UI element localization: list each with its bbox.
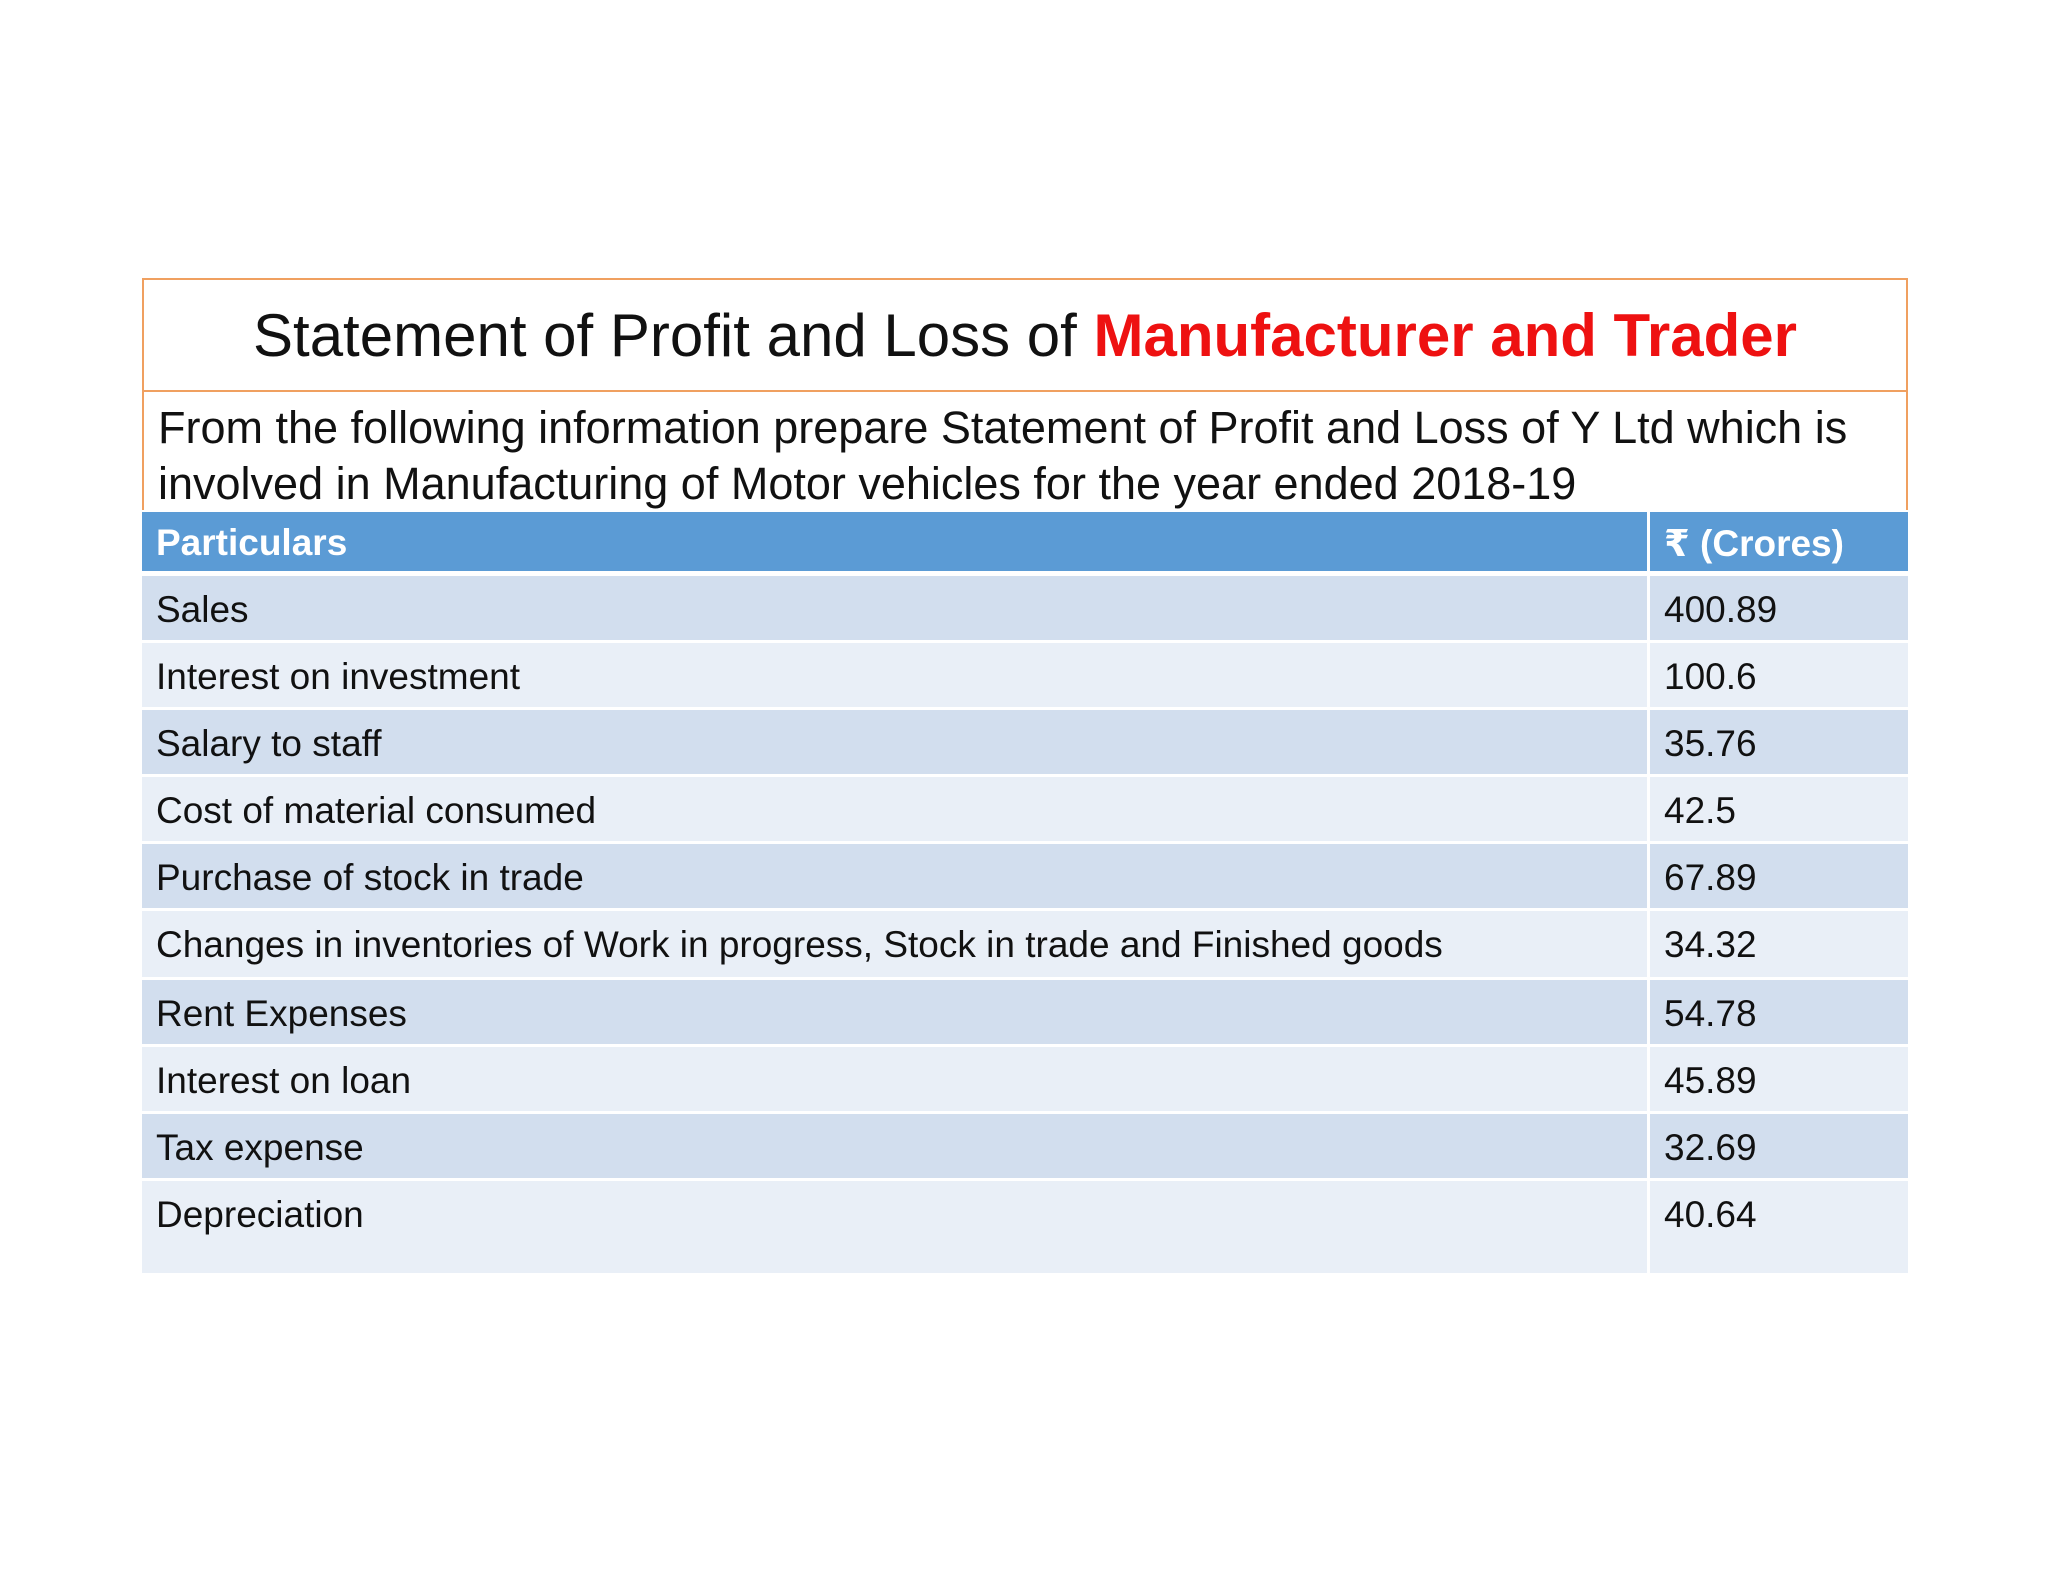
- row-amount: 45.89: [1664, 1060, 1757, 1101]
- table-row: Changes in inventories of Work in progre…: [142, 911, 1908, 980]
- table-row: Sales 400.89: [142, 576, 1908, 643]
- row-amount: 40.64: [1664, 1194, 1757, 1235]
- row-particular: Purchase of stock in trade: [142, 844, 1650, 908]
- table-row: Purchase of stock in trade 67.89: [142, 844, 1908, 911]
- row-particular: Sales: [142, 576, 1650, 640]
- row-particular: Tax expense: [142, 1114, 1650, 1178]
- table-header-row: Particulars ₹ (Crores): [142, 512, 1908, 576]
- description: From the following information prepare S…: [142, 392, 1908, 510]
- row-amount: 100.6: [1664, 656, 1757, 697]
- title-prefix: Statement of Profit and Loss of: [253, 301, 1094, 369]
- table-row: Depreciation 40.64: [142, 1181, 1908, 1273]
- table-row: Interest on investment 100.6: [142, 643, 1908, 710]
- pl-table: Particulars ₹ (Crores) Sales 400.89 Inte…: [142, 512, 1908, 1273]
- row-particular: Depreciation: [142, 1181, 1650, 1273]
- row-particular: Changes in inventories of Work in progre…: [142, 911, 1650, 977]
- row-amount: 67.89: [1664, 857, 1757, 898]
- row-particular: Interest on investment: [142, 643, 1650, 707]
- table-row: Rent Expenses 54.78: [142, 980, 1908, 1047]
- title-box: Statement of Profit and Loss of Manufact…: [142, 278, 1908, 392]
- row-particular: Salary to staff: [142, 710, 1650, 774]
- title-highlight: Manufacturer and Trader: [1093, 301, 1797, 369]
- row-particular: Cost of material consumed: [142, 777, 1650, 841]
- row-particular: Interest on loan: [142, 1047, 1650, 1111]
- row-amount: 32.69: [1664, 1127, 1757, 1168]
- table-row: Cost of material consumed 42.5: [142, 777, 1908, 844]
- row-amount: 35.76: [1664, 723, 1757, 764]
- row-particular: Rent Expenses: [142, 980, 1650, 1044]
- row-amount: 34.32: [1664, 924, 1757, 965]
- header-particulars: Particulars: [142, 512, 1650, 571]
- table-row: Interest on loan 45.89: [142, 1047, 1908, 1114]
- row-amount: 42.5: [1664, 790, 1737, 831]
- table-row: Tax expense 32.69: [142, 1114, 1908, 1181]
- row-amount: 400.89: [1664, 589, 1778, 630]
- header-amount: ₹ (Crores): [1664, 523, 1844, 564]
- table-row: Salary to staff 35.76: [142, 710, 1908, 777]
- row-amount: 54.78: [1664, 993, 1757, 1034]
